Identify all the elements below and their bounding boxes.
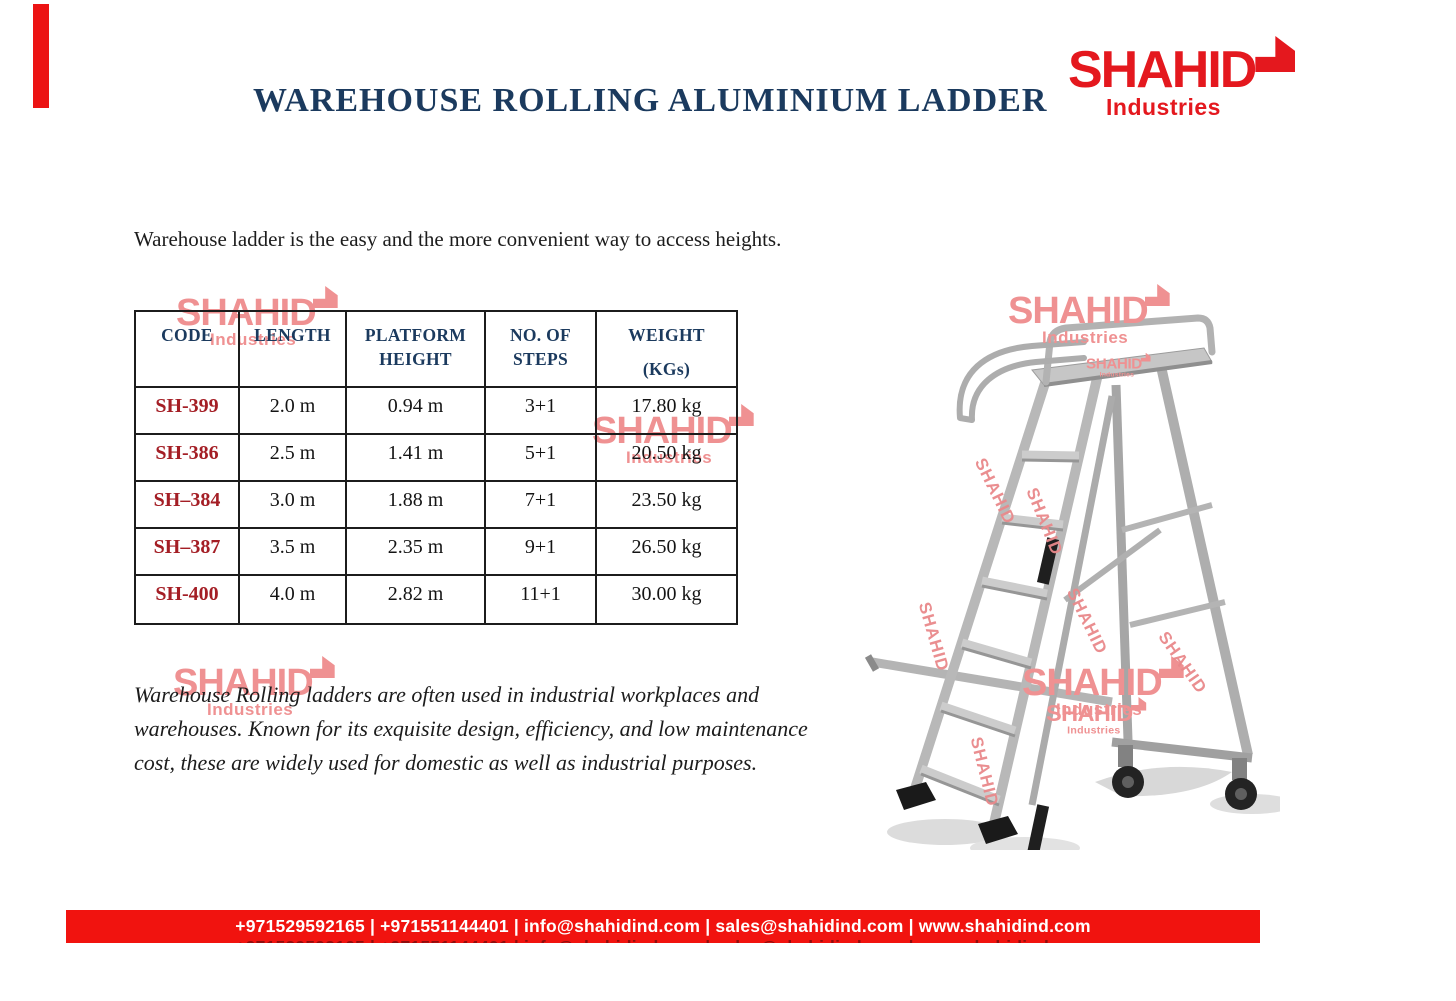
cell-steps: 3+1 [486,388,597,435]
cell-platform-height: 1.41 m [347,435,486,482]
brand-watermark-sub: Industries [207,700,294,719]
red-accent-bar [33,4,49,108]
brand-logo-tagline: Industries [1106,94,1221,120]
cell-platform-height: 1.88 m [347,482,486,529]
brand-watermark-sub: Industries [1099,370,1135,378]
footer-bar: +971529592165 | +971551144401 | info@sha… [66,910,1260,943]
brand-watermark-text: SHAHID [1046,700,1133,727]
brand-watermark: SHAHID Industries [1008,284,1170,348]
cell-code: SH–387 [136,529,240,576]
brand-arrow-icon [309,656,335,678]
ladder-image [864,314,1280,850]
brand-watermark-sub: Industries [1042,328,1129,347]
cell-steps: 11+1 [486,576,597,623]
brand-logo: SHAHID Industries [1068,36,1296,120]
brand-watermark: SHAHID Industries [1022,656,1184,720]
cell-platform-height: 2.82 m [347,576,486,623]
col-header-platform-height: PLATFORM HEIGHT [347,312,486,388]
brand-watermark-text: SHAHID [592,410,733,452]
cell-weight: 20.50 kg [597,435,736,482]
brand-arrow-icon [312,286,338,308]
cell-steps: 9+1 [486,529,597,576]
cell-length: 3.0 m [240,482,347,529]
cell-steps: 5+1 [486,435,597,482]
brand-watermark-sub: Industries [1056,700,1143,719]
col-header-length: LENGTH [240,312,347,388]
brand-watermark-row: SHAHID [1046,697,1147,727]
spec-table: CODE LENGTH PLATFORM HEIGHT NO. OF STEPS W… [134,310,738,625]
cell-code: SH-386 [136,435,240,482]
cell-length: 2.0 m [240,388,347,435]
col-header-steps: NO. OF STEPS [486,312,597,388]
cell-code: SH–384 [136,482,240,529]
brand-watermark-row: SHAHID [176,286,338,334]
brand-watermark-text: SHAHID [173,662,314,704]
cell-weight: 30.00 kg [631,583,702,605]
brand-watermark: SHAHID Industries [173,656,335,720]
brand-watermark-row: SHAHID [173,656,335,704]
cell-platform-height: 2.35 m [347,529,486,576]
footer-contact: +971529592165 | +971551144401 | info@sha… [235,916,1091,936]
cell-platform-height: 0.94 m [347,388,486,435]
brand-watermark-text: SHAHID [1008,290,1149,332]
cell-length: 3.5 m [240,529,347,576]
cell-length: 4.0 m [240,576,347,623]
cell-steps: 7+1 [486,482,597,529]
brand-watermark-text: SHAHID [1086,355,1142,372]
header-line: HEIGHT [379,349,452,369]
cell-weight: 23.50 kg [597,482,736,529]
brand-watermark-row: SHAHID [1008,284,1170,332]
cell-length: 2.5 m [240,435,347,482]
brand-arrow-icon [1140,352,1151,362]
brand-watermark-row: SHAHID [1086,352,1151,372]
cell-code: SH-399 [136,388,240,435]
brand-watermark-sub: Industries [210,330,297,349]
col-header-weight: WEIGHT (KGs) [597,312,736,388]
header-line: STEPS [513,349,568,369]
description-line: cost, these are widely used for domestic… [134,750,758,775]
col-header-code: CODE [136,312,240,388]
description-line: Warehouse Rolling ladders are often used… [134,682,760,707]
header-line: (KGs) [642,359,691,379]
description-line: warehouses. Known for its exquisite desi… [134,716,808,741]
intro-text: Warehouse ladder is the easy and the mor… [134,227,782,251]
brand-logo-row: SHAHID [1068,36,1296,99]
header-line: LENGTH [254,325,331,345]
brand-watermark-sub: Industries [1067,724,1121,737]
header-line: WEIGHT [628,325,705,345]
header-line: PLATFORM [364,325,467,345]
brand-watermark-row: SHAHID [592,404,754,452]
brand-watermark-text: SHAHID [1022,662,1163,704]
header-line: CODE [161,325,213,345]
cell-code: SH-400 [136,576,240,623]
brand-watermark-sub: Industries [626,448,713,467]
brand-watermark: SHAHID Industries [592,404,754,468]
brand-watermark: SHAHID Industries [1086,352,1151,378]
brand-arrow-icon [1255,36,1296,72]
cell-weight: 17.80 kg [597,388,736,435]
footer-contact-ghost: +971529592165 | +971551144401 | info@sha… [66,937,1260,943]
header-line: NO. OF [509,325,572,345]
brand-logo-text: SHAHID [1068,41,1257,99]
brand-watermark-row: SHAHID [1022,656,1184,704]
page-title: WAREHOUSE ROLLING ALUMINIUM LADDER [253,82,1048,119]
brand-watermark: SHAHID Industries [176,286,338,350]
cell-weight: 26.50 kg [597,529,736,576]
description-paragraph: Warehouse Rolling ladders are often used… [134,678,894,780]
brand-watermark-text: SHAHID [176,292,317,334]
brand-watermark: SHAHID Industries [1046,697,1147,737]
